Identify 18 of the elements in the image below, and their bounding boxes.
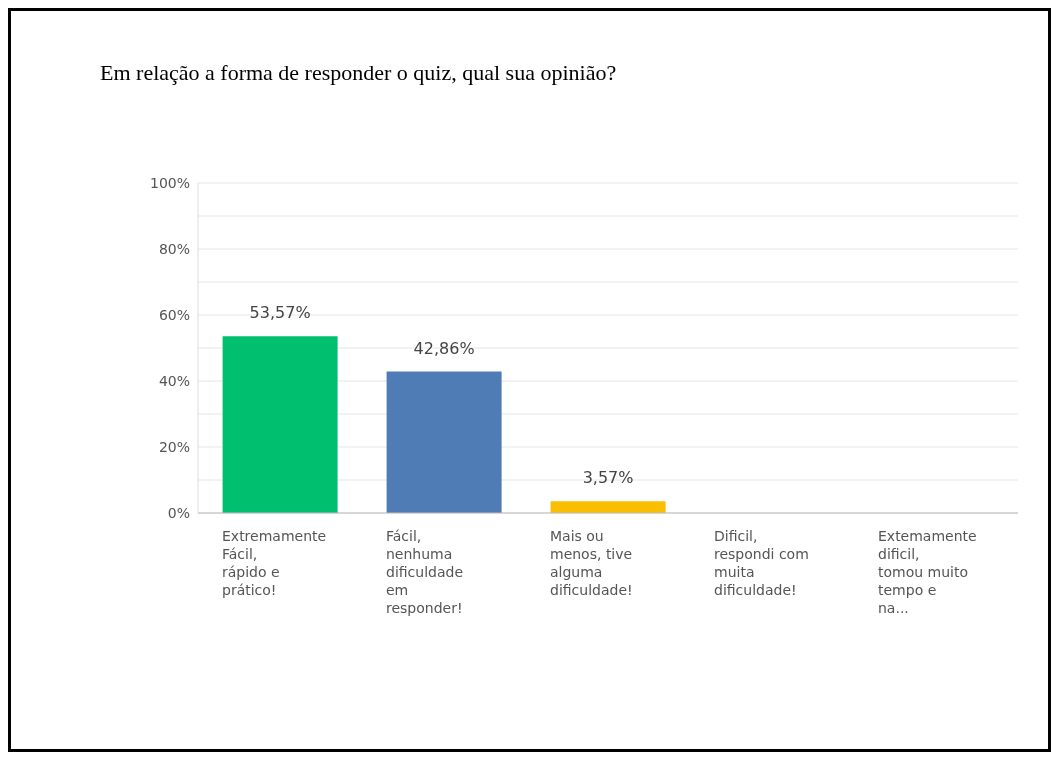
bar bbox=[550, 501, 666, 513]
x-tick-label: Extemamente dificil, tomou muito tempo e na... bbox=[878, 528, 977, 616]
x-tick-label: Extremamente Fácil, rápido e prático! bbox=[222, 528, 327, 598]
bar bbox=[386, 371, 502, 513]
data-label: 3,57% bbox=[582, 468, 634, 488]
y-tick-label: 40% bbox=[158, 372, 190, 389]
x-tick-label: Dificil, respondi com muita dificuldade! bbox=[714, 528, 809, 598]
y-tick-label: 100% bbox=[149, 174, 190, 191]
y-tick-label: 80% bbox=[158, 240, 190, 257]
bar bbox=[222, 336, 338, 513]
data-label: 42,86% bbox=[413, 338, 475, 358]
x-tick-label: Fácil, nenhuma dificuldade em responder! bbox=[386, 528, 464, 616]
y-tick-label: 20% bbox=[158, 438, 190, 455]
y-tick-label: 60% bbox=[158, 306, 190, 323]
data-label: 53,57% bbox=[249, 303, 311, 323]
y-tick-label: 0% bbox=[167, 504, 190, 521]
x-tick-label: Mais ou menos, tive alguma dificuldade! bbox=[550, 528, 633, 598]
chart-title: Em relação a forma de responder o quiz, qual sua opinião? bbox=[100, 60, 617, 86]
